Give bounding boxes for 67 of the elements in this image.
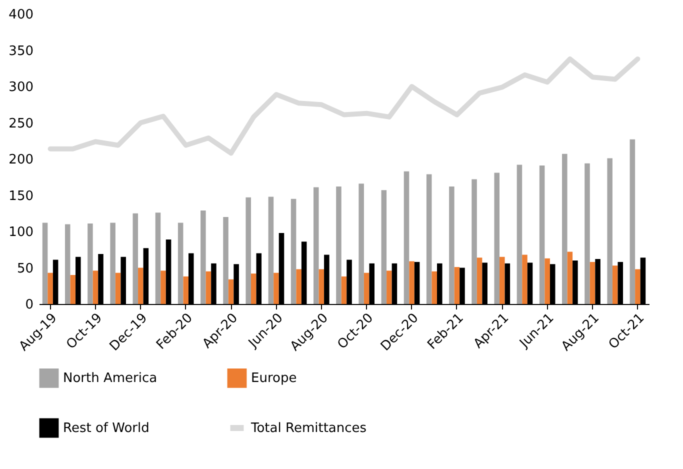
bar bbox=[612, 266, 618, 304]
y-tick-label: 200 bbox=[8, 152, 34, 168]
y-tick-label: 150 bbox=[8, 188, 34, 204]
bar bbox=[314, 187, 319, 304]
bar bbox=[336, 186, 342, 304]
bar bbox=[228, 279, 234, 304]
bar bbox=[183, 276, 188, 304]
bar bbox=[544, 258, 550, 304]
bar bbox=[494, 172, 500, 304]
bar bbox=[500, 256, 505, 304]
bar bbox=[630, 139, 636, 304]
bar bbox=[160, 270, 166, 304]
legend-label: North America bbox=[63, 371, 158, 386]
bar bbox=[476, 258, 482, 304]
bar bbox=[516, 164, 522, 304]
bar bbox=[522, 254, 528, 304]
bar bbox=[404, 171, 410, 304]
bar bbox=[92, 270, 98, 304]
bar bbox=[358, 184, 364, 304]
y-tick-label: 300 bbox=[8, 80, 34, 95]
bar bbox=[110, 222, 116, 304]
bar bbox=[138, 268, 144, 304]
y-tick-label: 0 bbox=[25, 298, 34, 312]
bar bbox=[296, 269, 302, 304]
legend-label: Total Remittances bbox=[250, 421, 367, 436]
y-tick-label: 400 bbox=[8, 8, 34, 22]
bar bbox=[70, 275, 76, 304]
bar bbox=[364, 272, 370, 304]
bar bbox=[290, 198, 296, 304]
y-tick-label: 100 bbox=[8, 225, 34, 240]
bar bbox=[567, 252, 573, 304]
bar bbox=[341, 276, 347, 304]
bar bbox=[381, 190, 387, 304]
legend-label: Europe bbox=[251, 371, 297, 386]
bar bbox=[318, 269, 324, 304]
bar bbox=[409, 261, 414, 304]
bar bbox=[42, 222, 48, 304]
bar bbox=[386, 270, 392, 304]
bar bbox=[178, 222, 184, 304]
bar bbox=[206, 271, 212, 304]
bar bbox=[48, 272, 53, 304]
bar bbox=[449, 186, 454, 304]
y-tick-label: 250 bbox=[8, 116, 34, 132]
bar bbox=[472, 179, 477, 304]
bar bbox=[635, 269, 640, 304]
bar bbox=[268, 196, 274, 304]
bar bbox=[562, 154, 568, 304]
bar bbox=[432, 271, 438, 304]
bar bbox=[539, 166, 545, 304]
bar bbox=[274, 272, 279, 304]
bar bbox=[584, 163, 590, 304]
bar bbox=[88, 224, 93, 304]
bar bbox=[155, 212, 161, 304]
bar bbox=[200, 210, 206, 304]
bar bbox=[426, 174, 432, 304]
bar bbox=[115, 272, 121, 304]
bar bbox=[590, 262, 596, 304]
legend-label: Rest of World bbox=[63, 421, 150, 436]
bar bbox=[454, 267, 460, 304]
y-tick-label: 50 bbox=[16, 261, 34, 276]
bar bbox=[64, 224, 70, 304]
bar bbox=[246, 197, 251, 304]
bar bbox=[132, 213, 138, 304]
bar bbox=[223, 217, 228, 304]
y-tick-label: 350 bbox=[8, 44, 34, 59]
bar bbox=[250, 274, 256, 304]
bar bbox=[607, 158, 612, 304]
